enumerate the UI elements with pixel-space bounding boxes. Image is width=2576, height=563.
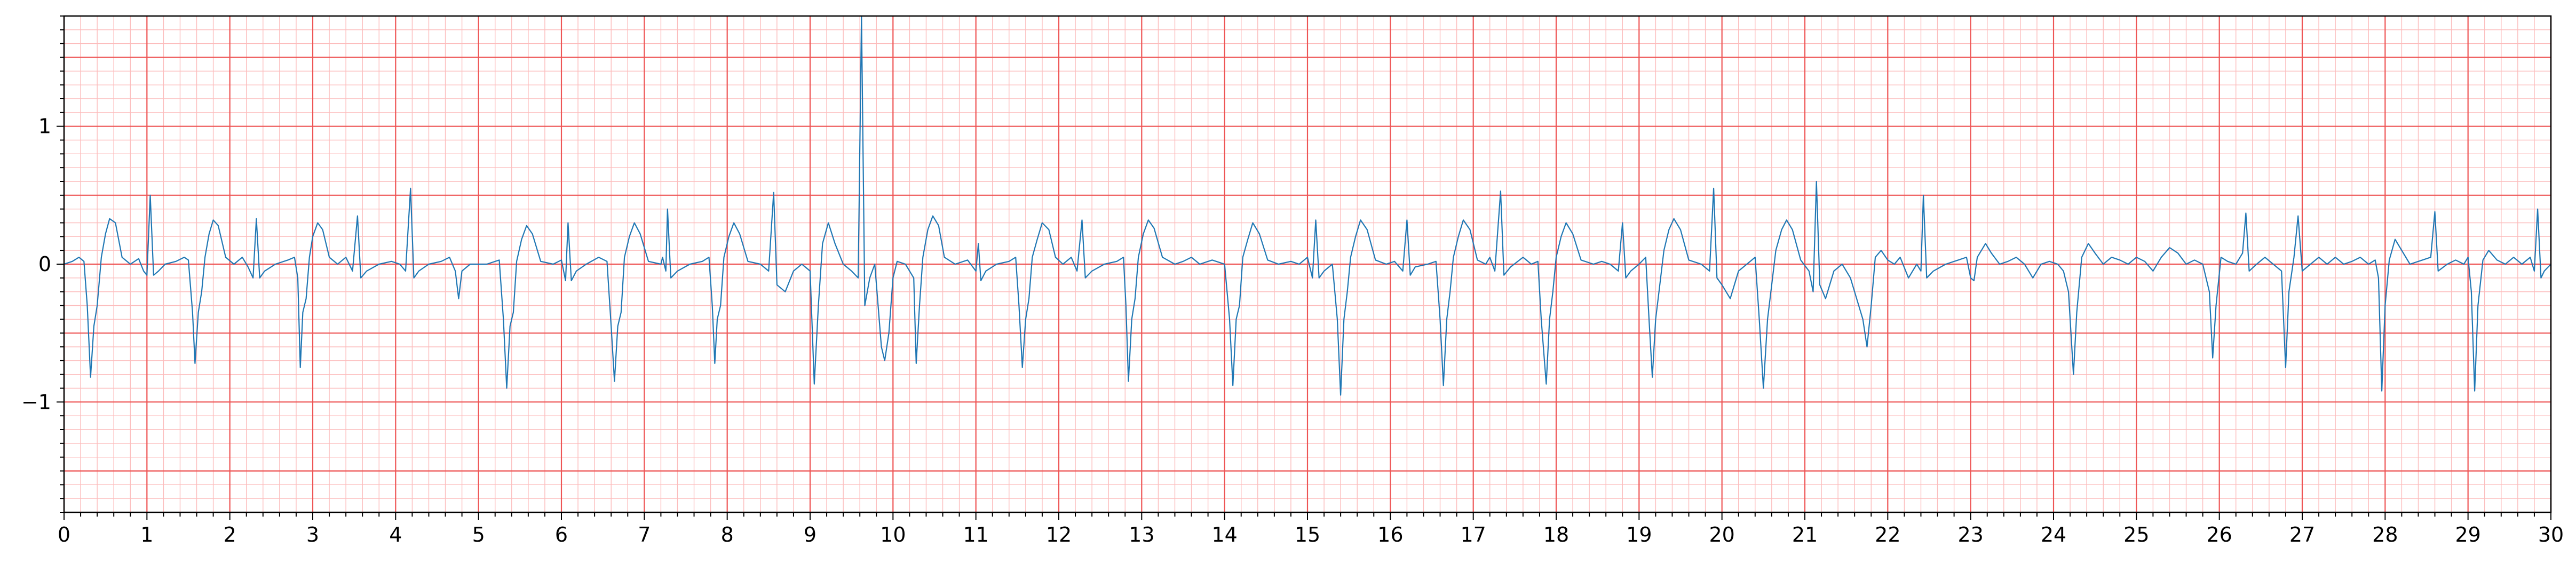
x-tick-label: 3 (306, 523, 319, 546)
y-tick-label: −1 (21, 390, 51, 414)
x-tick-label: 2 (224, 523, 236, 546)
x-tick-label: 6 (555, 523, 568, 546)
x-tick-label: 9 (804, 523, 817, 546)
x-tick-label: 5 (472, 523, 485, 546)
x-tick-label: 8 (721, 523, 734, 546)
x-tick-label: 23 (1957, 523, 1983, 546)
x-tick-label: 21 (1792, 523, 1818, 546)
x-tick-label: 16 (1377, 523, 1403, 546)
x-axis: 0 1 2 3 4 5 6 7 8 9 10 11 12 13 14 15 16 17 18 19 20 21 22 23 24… (58, 512, 2564, 546)
x-tick-label: 4 (389, 523, 402, 546)
y-axis: −1 0 1 (21, 15, 64, 513)
x-tick-label: 22 (1875, 523, 1900, 546)
x-tick-label: 18 (1543, 523, 1569, 546)
major-grid (63, 16, 2552, 512)
x-tick-label: 25 (2123, 523, 2149, 546)
x-tick-label: 20 (1709, 523, 1734, 546)
x-tick-label: 1 (140, 523, 153, 546)
x-tick-label: 24 (2041, 523, 2066, 546)
x-tick-label: 17 (1460, 523, 1486, 546)
x-tick-label: 10 (880, 523, 906, 546)
x-tick-label: 14 (1211, 523, 1237, 546)
x-tick-label: 19 (1626, 523, 1652, 546)
x-tick-label: 30 (2538, 523, 2564, 546)
y-tick-label: 1 (38, 115, 51, 138)
x-tick-label: 13 (1129, 523, 1154, 546)
x-tick-label: 26 (2206, 523, 2232, 546)
x-tick-label: 0 (58, 523, 70, 546)
x-tick-label: 28 (2372, 523, 2398, 546)
x-tick-label: 29 (2455, 523, 2480, 546)
x-tick-label: 11 (963, 523, 988, 546)
y-tick-label: 0 (38, 252, 51, 276)
x-tick-label: 15 (1295, 523, 1320, 546)
ecg-signal-line (64, 15, 2551, 396)
x-tick-label: 12 (1046, 523, 1072, 546)
x-tick-label: 27 (2289, 523, 2315, 546)
x-tick-label: 7 (638, 523, 651, 546)
